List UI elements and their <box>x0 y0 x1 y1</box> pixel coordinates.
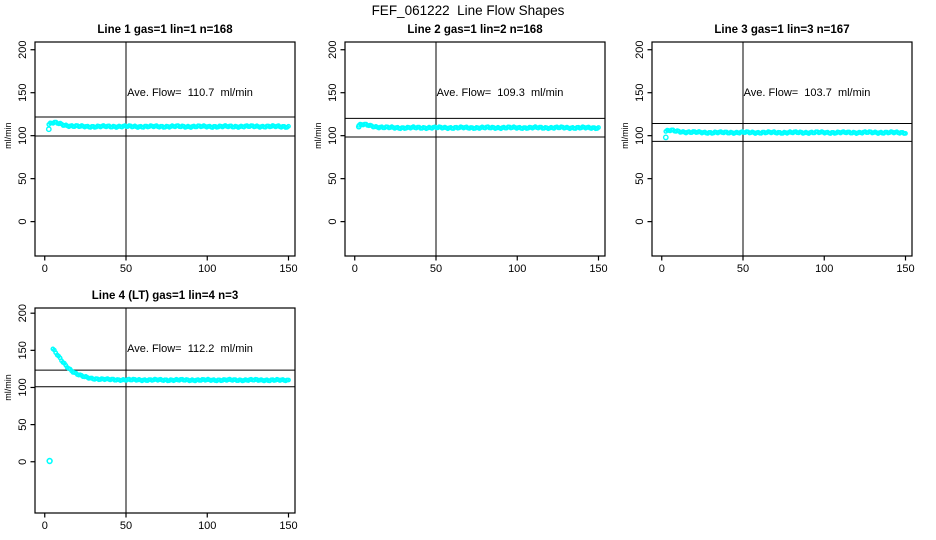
panel-title: Line 2 gas=1 lin=2 n=168 <box>407 24 543 36</box>
panel-line-1: Line 1 gas=1 lin=1 n=168 0 50 100 150 0 50 100 1… <box>3 24 298 275</box>
panel-title: Line 4 (LT) gas=1 lin=4 n=3 <box>92 290 238 302</box>
svg-text:50: 50 <box>430 263 442 275</box>
svg-text:150: 150 <box>896 263 914 275</box>
outlier-point <box>46 457 53 465</box>
annotation-ave-flow: Ave. Flow= 109.3 ml/min <box>437 87 564 99</box>
plot-box <box>34 41 296 257</box>
svg-text:150: 150 <box>279 520 297 532</box>
svg-text:50: 50 <box>634 173 646 185</box>
y-axis-label: ml/min <box>3 374 13 401</box>
svg-text:200: 200 <box>327 41 339 59</box>
x-axis: 0 50 100 150 <box>659 256 915 275</box>
y-axis: 0 50 100 150 200 <box>327 41 345 225</box>
svg-text:150: 150 <box>589 263 607 275</box>
flow-series <box>663 127 908 137</box>
panel-title: Line 3 gas=1 lin=3 n=167 <box>714 24 849 36</box>
panel-title: Line 1 gas=1 lin=1 n=168 <box>97 24 233 36</box>
svg-text:0: 0 <box>634 219 646 225</box>
figure-title: FEF_061222 Line Flow Shapes <box>371 3 565 18</box>
plot-box <box>651 41 913 257</box>
panel-line-2: Line 2 gas=1 lin=2 n=168 0 50 100 150 0 50 100 1… <box>313 24 608 275</box>
panel-line-4: Line 4 (LT) gas=1 lin=4 n=3 0 50 100 150 0 50 1… <box>3 290 298 532</box>
panel-line-3: Line 3 gas=1 lin=3 n=167 0 50 100 150 0 50 100 1… <box>620 24 915 275</box>
svg-text:50: 50 <box>120 520 132 532</box>
plot-box <box>344 41 606 257</box>
svg-text:100: 100 <box>508 263 526 275</box>
lead-point <box>355 123 362 130</box>
svg-text:200: 200 <box>634 41 646 59</box>
y-axis: 0 50 100 150 200 <box>634 41 652 225</box>
svg-text:150: 150 <box>279 263 297 275</box>
svg-text:0: 0 <box>327 219 339 225</box>
x-axis: 0 50 100 150 <box>42 513 298 532</box>
lead-point <box>45 126 52 133</box>
svg-text:50: 50 <box>120 263 132 275</box>
svg-text:0: 0 <box>42 263 48 275</box>
flow-series <box>356 121 601 132</box>
svg-text:0: 0 <box>352 263 358 275</box>
svg-text:150: 150 <box>634 84 646 102</box>
x-axis: 0 50 100 150 <box>42 256 298 275</box>
svg-text:200: 200 <box>17 41 29 59</box>
flow-series <box>50 346 291 384</box>
flow-series <box>46 119 291 130</box>
y-axis-label: ml/min <box>620 122 630 148</box>
svg-text:100: 100 <box>198 520 216 532</box>
svg-text:200: 200 <box>17 304 29 322</box>
annotation-ave-flow: Ave. Flow= 110.7 ml/min <box>127 87 253 99</box>
svg-text:50: 50 <box>17 173 29 185</box>
y-axis-label: ml/min <box>3 122 13 148</box>
svg-text:50: 50 <box>737 263 749 275</box>
svg-text:150: 150 <box>327 84 339 102</box>
svg-text:150: 150 <box>17 84 29 102</box>
svg-text:0: 0 <box>659 263 665 275</box>
svg-text:0: 0 <box>42 520 48 532</box>
x-axis: 0 50 100 150 <box>352 256 608 275</box>
y-axis: 0 50 100 150 200 <box>17 304 35 465</box>
annotation-ave-flow: Ave. Flow= 103.7 ml/min <box>744 87 871 99</box>
svg-text:0: 0 <box>17 219 29 225</box>
plot-box <box>34 307 296 514</box>
svg-text:50: 50 <box>327 173 339 185</box>
svg-text:50: 50 <box>17 418 29 430</box>
svg-text:100: 100 <box>17 126 29 144</box>
svg-text:150: 150 <box>17 341 29 359</box>
svg-text:100: 100 <box>17 378 29 396</box>
y-axis-label: ml/min <box>313 122 323 148</box>
svg-text:0: 0 <box>17 459 29 465</box>
y-axis: 0 50 100 150 200 <box>17 41 35 225</box>
svg-text:100: 100 <box>815 263 833 275</box>
svg-text:100: 100 <box>634 126 646 144</box>
lead-point <box>662 134 669 141</box>
svg-text:100: 100 <box>327 126 339 144</box>
svg-text:100: 100 <box>198 263 216 275</box>
annotation-ave-flow: Ave. Flow= 112.2 ml/min <box>127 343 253 355</box>
